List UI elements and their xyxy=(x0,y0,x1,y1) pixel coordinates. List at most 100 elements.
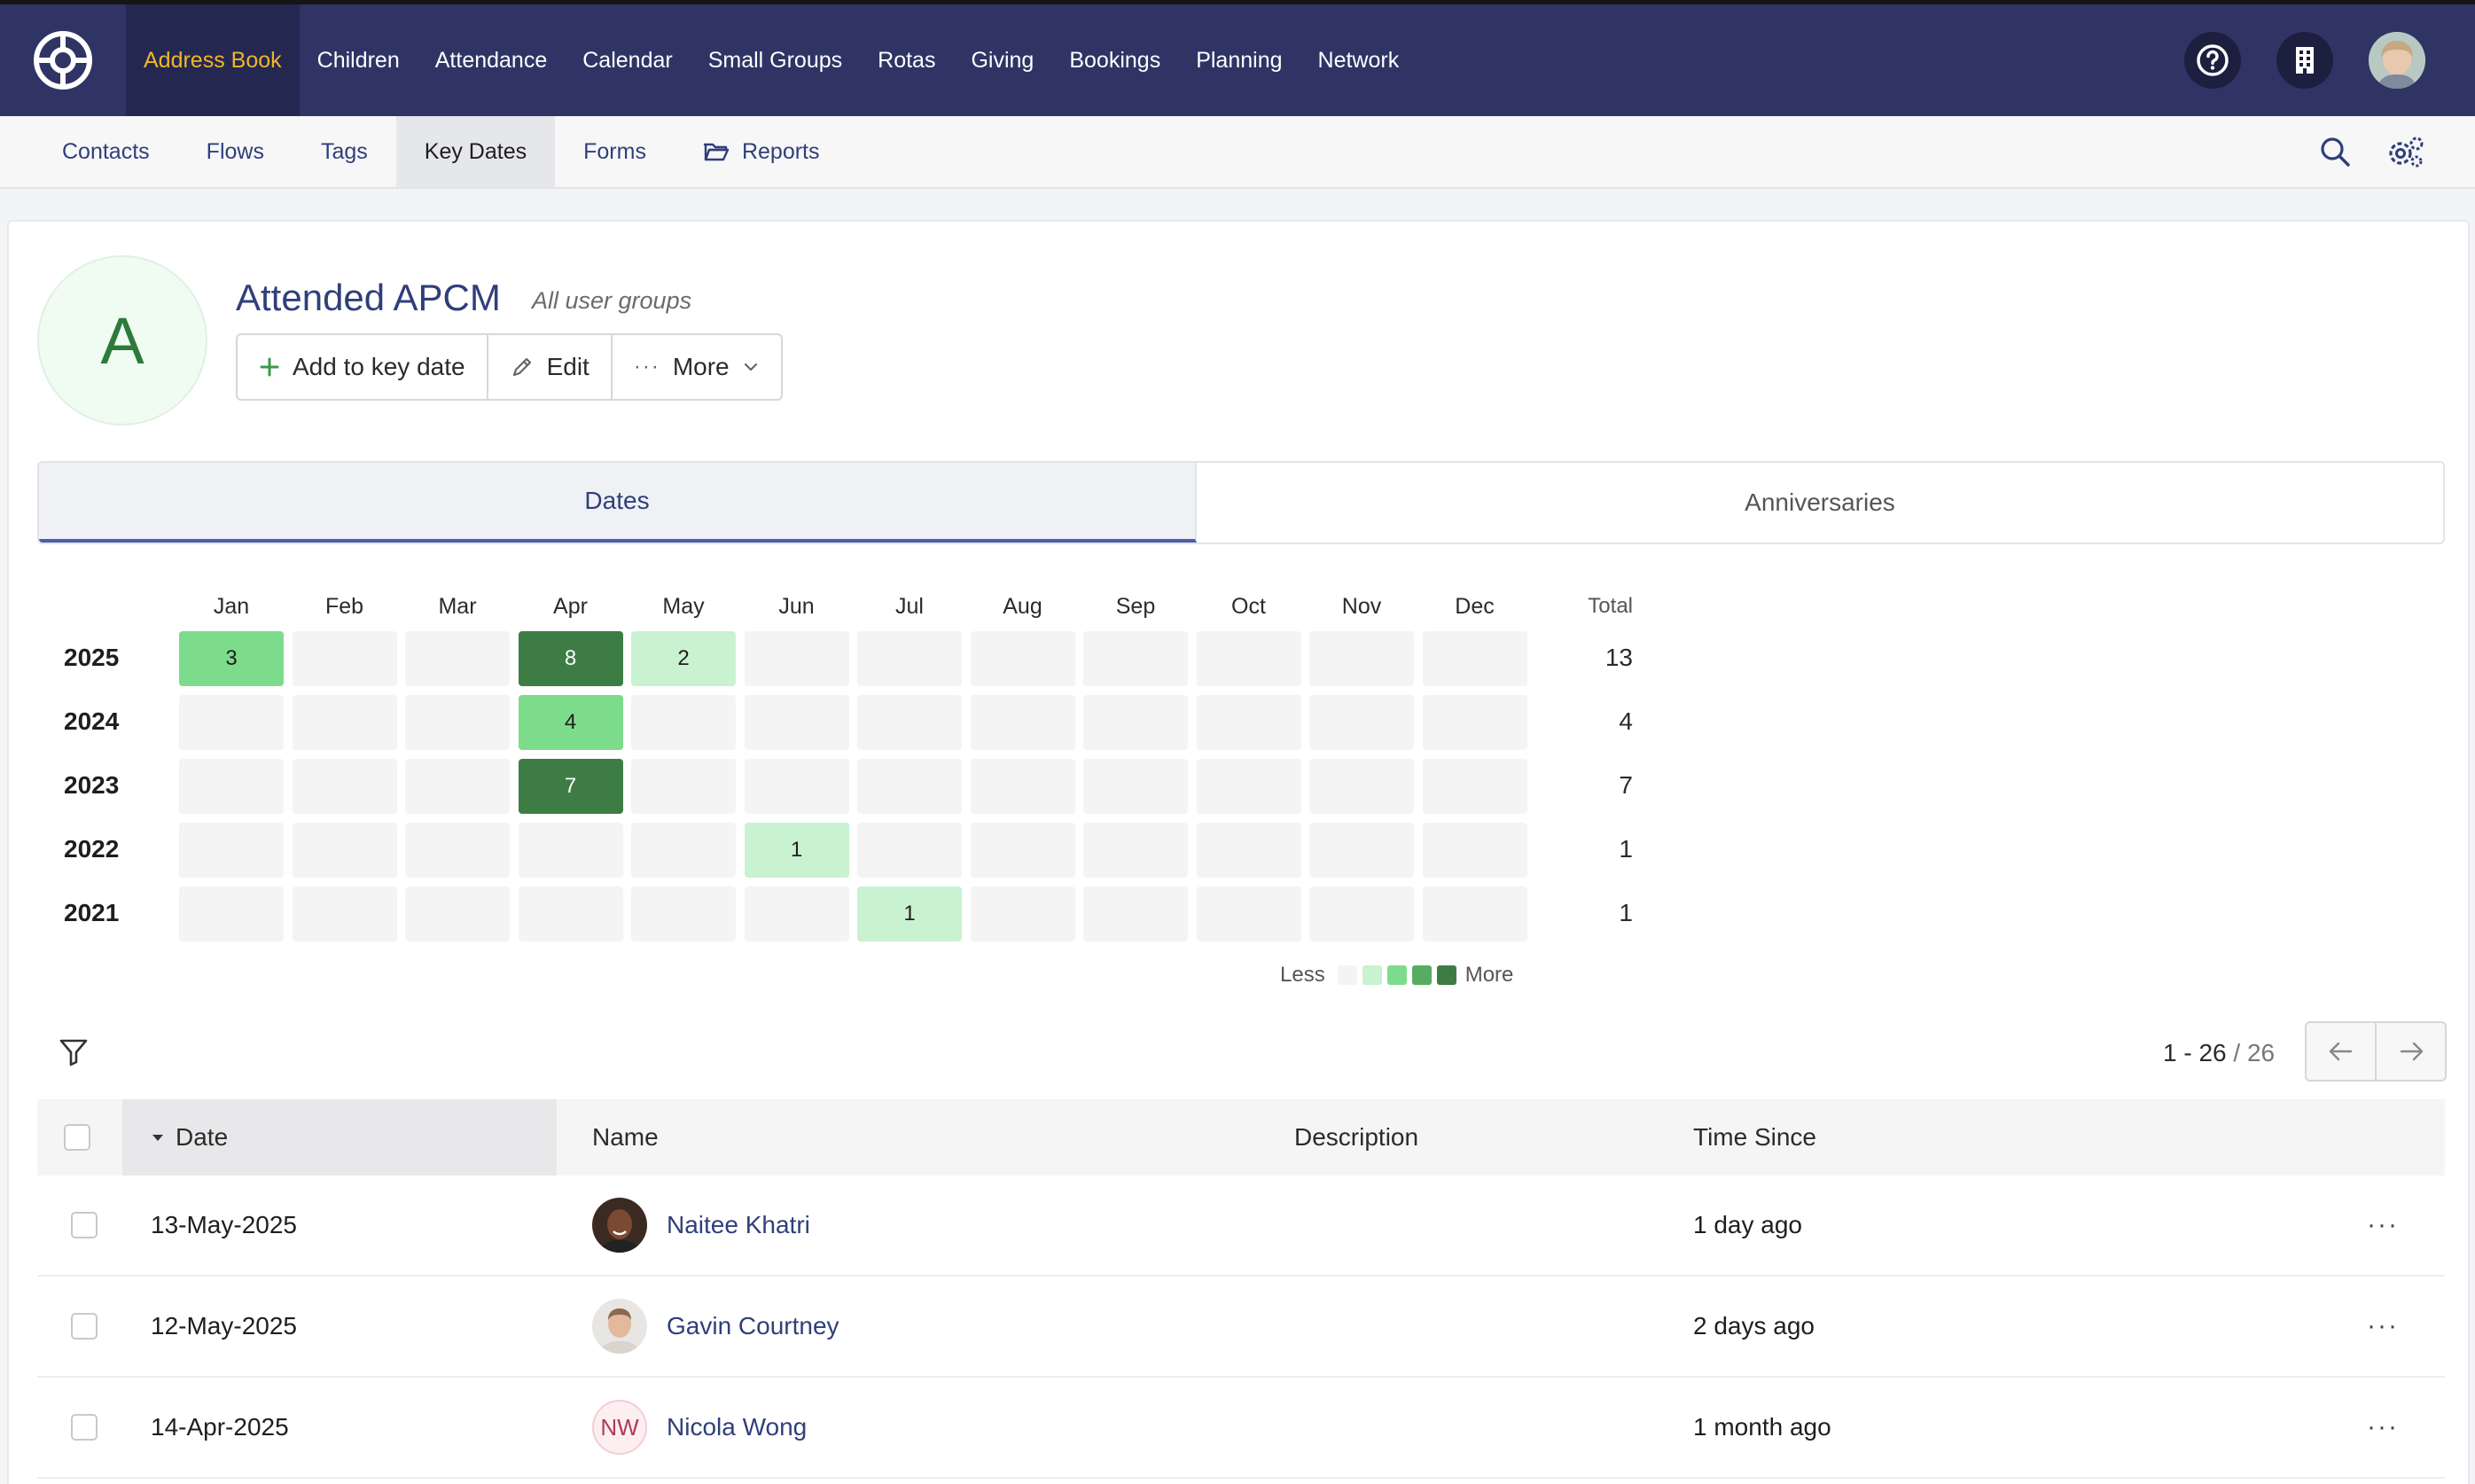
search-icon[interactable] xyxy=(2319,136,2351,168)
settings-gears-icon[interactable] xyxy=(2386,135,2425,168)
pagination-controls xyxy=(2305,1021,2447,1082)
nav-item-rotas[interactable]: Rotas xyxy=(860,4,953,116)
heatmap-cell[interactable]: 1 xyxy=(857,886,962,941)
nav-item-small-groups[interactable]: Small Groups xyxy=(691,4,860,116)
row-actions-icon[interactable]: ··· xyxy=(2367,1412,2399,1441)
nav-item-label: Rotas xyxy=(878,47,936,73)
heatmap-cell xyxy=(1196,886,1301,941)
nav-item-children[interactable]: Children xyxy=(300,4,418,116)
heatmap-month-label: Oct xyxy=(1231,594,1266,619)
select-all-checkbox[interactable] xyxy=(64,1124,90,1151)
heatmap-cell xyxy=(1309,759,1414,814)
person-name-link[interactable]: Naitee Khatri xyxy=(667,1211,810,1238)
heatmap-cell[interactable]: 4 xyxy=(518,695,623,750)
nav-item-calendar[interactable]: Calendar xyxy=(565,4,690,116)
heatmap-cell xyxy=(1083,759,1188,814)
app-logo[interactable] xyxy=(0,4,126,116)
heatmap-row-total: 1 xyxy=(1619,835,1633,863)
legend-swatch xyxy=(1436,965,1456,985)
filter-icon[interactable] xyxy=(59,1037,89,1067)
heatmap-month-label: Jun xyxy=(778,594,815,619)
heatmap-cell xyxy=(857,631,962,686)
heatmap-month-label: Feb xyxy=(324,594,364,619)
next-page-button[interactable] xyxy=(2377,1023,2445,1080)
sub-navigation: Contacts Flows Tags Key Dates Forms Repo… xyxy=(0,116,2475,189)
subnav-contacts[interactable]: Contacts xyxy=(0,116,178,187)
legend-swatch xyxy=(1337,965,1357,985)
tab-dates[interactable]: Dates xyxy=(39,463,1197,543)
heatmap-row-total: 1 xyxy=(1619,899,1633,926)
top-navigation: Address Book Children Attendance Calendar Sm… xyxy=(0,0,2475,116)
subnav-tags[interactable]: Tags xyxy=(293,116,396,187)
column-date[interactable]: Date xyxy=(122,1099,557,1175)
subnav-label: Tags xyxy=(320,138,368,164)
heatmap-cell xyxy=(1422,695,1527,750)
heatmap-cell xyxy=(744,886,849,941)
nav-item-network[interactable]: Network xyxy=(1300,4,1417,116)
help-button[interactable] xyxy=(2184,32,2241,89)
nav-item-planning[interactable]: Planning xyxy=(1178,4,1300,116)
heatmap-cell[interactable]: 3 xyxy=(179,631,284,686)
heatmap-cell[interactable]: 2 xyxy=(631,631,736,686)
row-actions-icon[interactable]: ··· xyxy=(2367,1210,2399,1239)
subnav-key-dates[interactable]: Key Dates xyxy=(395,116,556,187)
button-label: Add to key date xyxy=(293,353,465,380)
person-name-link[interactable]: Gavin Courtney xyxy=(667,1312,839,1340)
subnav-forms[interactable]: Forms xyxy=(555,116,675,187)
add-to-key-date-button[interactable]: Add to key date xyxy=(238,335,488,399)
row-checkbox[interactable] xyxy=(71,1414,98,1441)
column-time-since[interactable]: Time Since xyxy=(1693,1099,1816,1175)
row-checkbox[interactable] xyxy=(71,1212,98,1238)
column-name[interactable]: Name xyxy=(592,1099,659,1175)
heatmap-cell[interactable]: 8 xyxy=(518,631,623,686)
heatmap-cell xyxy=(1422,886,1527,941)
heatmap-year-label: 2025 xyxy=(64,644,120,671)
previous-page-button[interactable] xyxy=(2307,1023,2377,1080)
row-name-cell: Gavin Courtney xyxy=(592,1277,839,1376)
table-row[interactable]: 13-May-2025 Naitee Khatri 1 day ago ··· xyxy=(37,1175,2445,1277)
heatmap-cell xyxy=(857,759,962,814)
row-actions-icon[interactable]: ··· xyxy=(2367,1311,2399,1340)
key-date-card: A Attended APCM All user groups Add to k… xyxy=(7,220,2470,1484)
nav-item-label: Attendance xyxy=(434,47,548,73)
user-avatar[interactable] xyxy=(2369,32,2425,89)
heatmap-cell xyxy=(292,886,397,941)
table-row[interactable]: 14-Apr-2025 NW Nicola Wong 1 month ago ·… xyxy=(37,1378,2445,1479)
arrow-right-icon xyxy=(2400,1042,2423,1061)
row-time-since: 1 month ago xyxy=(1693,1413,1831,1441)
person-name-link[interactable]: Nicola Wong xyxy=(667,1413,808,1441)
heatmap-cell[interactable]: 7 xyxy=(518,759,623,814)
nav-item-address-book[interactable]: Address Book xyxy=(126,4,300,116)
heatmap-cell xyxy=(631,695,736,750)
heatmap-cell xyxy=(292,631,397,686)
heatmap-cell xyxy=(405,631,510,686)
heatmap-cell[interactable]: 1 xyxy=(744,823,849,878)
nav-item-label: Planning xyxy=(1196,47,1283,73)
legend-swatch xyxy=(1411,965,1432,985)
row-time-since: 1 day ago xyxy=(1693,1211,1802,1238)
person-photo-icon xyxy=(592,1198,647,1253)
tab-anniversaries[interactable]: Anniversaries xyxy=(1197,463,2443,543)
subnav-flows[interactable]: Flows xyxy=(178,116,293,187)
more-button[interactable]: ··· More xyxy=(613,335,781,399)
pagination-separator: / xyxy=(2233,1039,2241,1066)
column-description[interactable]: Description xyxy=(1294,1099,1418,1175)
nav-item-label: Bookings xyxy=(1069,47,1161,73)
heatmap-total-header: Total xyxy=(1588,594,1633,618)
avatar-initials: NW xyxy=(600,1413,639,1441)
organisation-button[interactable] xyxy=(2276,32,2333,89)
heatmap-legend: Less More xyxy=(1280,963,1513,988)
subnav-reports[interactable]: Reports xyxy=(675,116,848,187)
heatmap-cell xyxy=(631,823,736,878)
nav-item-attendance[interactable]: Attendance xyxy=(418,4,566,116)
row-date: 14-Apr-2025 xyxy=(151,1413,289,1441)
pencil-icon xyxy=(512,357,531,377)
nav-item-bookings[interactable]: Bookings xyxy=(1051,4,1178,116)
table-row[interactable]: 12-May-2025 Gavin Courtney 2 days ago ··… xyxy=(37,1277,2445,1378)
heatmap-cell xyxy=(405,886,510,941)
row-checkbox[interactable] xyxy=(71,1313,98,1340)
edit-button[interactable]: Edit xyxy=(488,335,613,399)
pagination-summary: 1 - 26 / 26 xyxy=(2163,1039,2275,1067)
nav-item-giving[interactable]: Giving xyxy=(953,4,1051,116)
legend-swatch xyxy=(1386,965,1407,985)
